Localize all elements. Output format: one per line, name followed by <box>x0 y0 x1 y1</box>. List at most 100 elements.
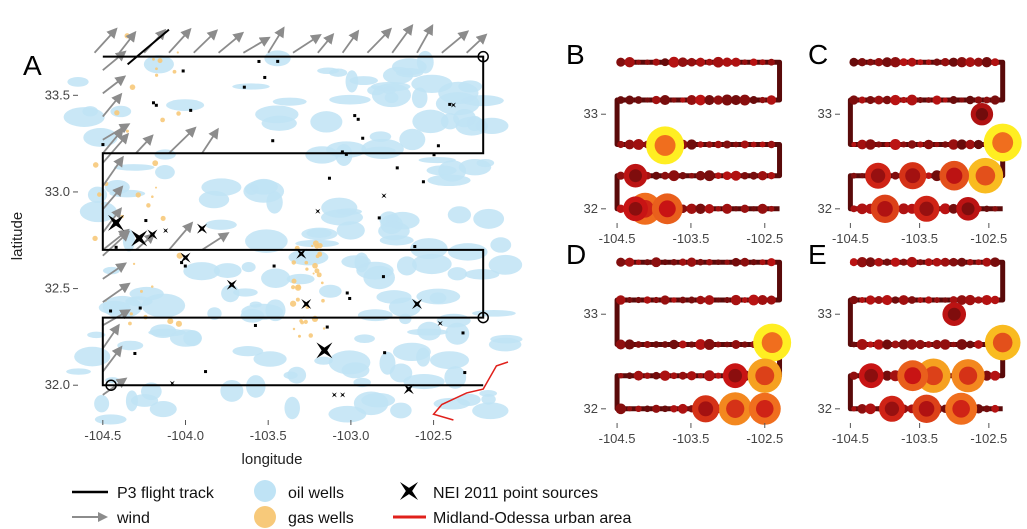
x-tick-label: -104.0 <box>167 428 204 443</box>
concentration-marker <box>741 341 748 348</box>
concentration-marker <box>889 138 901 150</box>
concentration-marker <box>670 405 678 413</box>
wind-vector <box>341 29 360 54</box>
oil-well-cluster <box>363 265 395 290</box>
oil-well-cluster <box>436 313 471 328</box>
concentration-marker <box>733 141 739 148</box>
oil-well-cluster <box>411 87 428 109</box>
gas-well-cluster <box>152 57 155 61</box>
nei-minor-marker <box>361 136 365 140</box>
wind-vector <box>102 185 124 210</box>
hotspot-core <box>904 367 922 385</box>
concentration-marker <box>917 59 924 66</box>
oil-well-cluster <box>481 393 496 405</box>
concentration-marker <box>932 257 942 267</box>
concentration-marker <box>956 139 967 150</box>
oil-well-cluster <box>301 227 338 241</box>
hotspot-core <box>946 167 963 184</box>
concentration-marker <box>858 96 866 104</box>
wind-vector <box>102 132 130 164</box>
concentration-marker <box>917 297 924 303</box>
oil-well-cluster <box>411 74 453 93</box>
concentration-marker <box>704 204 715 214</box>
concentration-marker <box>618 372 624 379</box>
concentration-marker <box>624 339 635 350</box>
nei-minor-marker <box>138 306 142 310</box>
concentration-marker <box>915 339 925 350</box>
oil-well-cluster <box>488 254 523 275</box>
oil-well-cluster <box>319 284 342 298</box>
legend-wind-label: wind <box>116 510 150 527</box>
concentration-marker <box>722 171 732 181</box>
urban-area-outline <box>432 361 509 421</box>
concentration-marker <box>917 141 924 148</box>
concentration-marker <box>874 257 884 267</box>
concentration-marker <box>849 258 858 267</box>
concentration-marker <box>730 94 742 106</box>
concentration-marker <box>644 405 651 413</box>
concentration-marker <box>616 204 625 214</box>
concentration-marker <box>859 173 865 179</box>
concentration-marker <box>882 57 893 68</box>
concentration-marker <box>966 258 974 266</box>
oil-well-cluster <box>321 197 358 218</box>
concentration-marker <box>924 258 933 267</box>
concentration-marker <box>924 296 933 304</box>
nei-source-marker <box>412 299 423 310</box>
oil-well-cluster <box>412 109 449 134</box>
legend-item-oil-wells: oil wells <box>254 480 344 502</box>
wind-vector <box>102 75 127 95</box>
concentration-marker <box>697 141 704 148</box>
concentration-marker <box>851 141 857 148</box>
gas-well-cluster <box>97 192 102 197</box>
wind-vector <box>366 27 393 54</box>
hotspot-core <box>947 307 961 321</box>
nei-source-marker <box>316 342 333 359</box>
wind-vector <box>201 127 219 154</box>
gas-well-cluster <box>176 252 183 259</box>
oil-well-cluster <box>249 301 262 308</box>
flight-track-segment <box>126 28 170 66</box>
concentration-marker <box>617 140 625 149</box>
concentration-marker <box>974 96 983 104</box>
concentration-marker <box>688 172 695 179</box>
nei-minor-marker <box>340 150 344 154</box>
oil-well-cluster <box>66 368 91 375</box>
wind-vector <box>102 92 123 118</box>
concentration-marker <box>703 339 715 350</box>
oil-well-cluster <box>354 334 375 343</box>
oil-well-cluster <box>335 208 362 215</box>
x-tick-label: -104.5 <box>832 231 869 246</box>
x-axis-label: longitude <box>242 451 303 468</box>
oil-well-cluster <box>403 374 445 390</box>
concentration-marker <box>767 58 775 66</box>
oil-well-cluster <box>245 183 259 195</box>
concentration-marker <box>990 95 1000 105</box>
gas-well-cluster <box>305 267 309 271</box>
x-tick-label: -103.5 <box>901 231 938 246</box>
oil-well-cluster <box>317 67 339 75</box>
oil-well-cluster <box>433 397 471 410</box>
concentration-marker <box>616 96 625 104</box>
gas-well-cluster <box>92 162 99 168</box>
concentration-marker <box>635 341 642 348</box>
concentration-marker <box>991 404 999 413</box>
oil-well-cluster <box>113 164 155 171</box>
oil-well-cluster <box>264 50 291 67</box>
concentration-marker <box>849 95 859 105</box>
hotspot-core <box>924 366 943 386</box>
wind-vector <box>102 282 131 303</box>
concentration-marker <box>643 296 652 304</box>
y-tick-label: 33 <box>818 306 832 321</box>
legend-gas-swatch <box>254 506 276 528</box>
gas-well-cluster <box>316 272 322 278</box>
wind-vector <box>102 127 124 154</box>
nei-source-marker <box>180 252 191 263</box>
concentration-marker <box>906 94 918 106</box>
nei-minor-marker <box>263 75 267 79</box>
oil-well-cluster <box>445 322 470 345</box>
nei-minor-marker <box>436 144 440 148</box>
concentration-marker <box>750 141 757 148</box>
concentration-marker <box>982 257 992 267</box>
concentration-marker <box>767 140 776 149</box>
